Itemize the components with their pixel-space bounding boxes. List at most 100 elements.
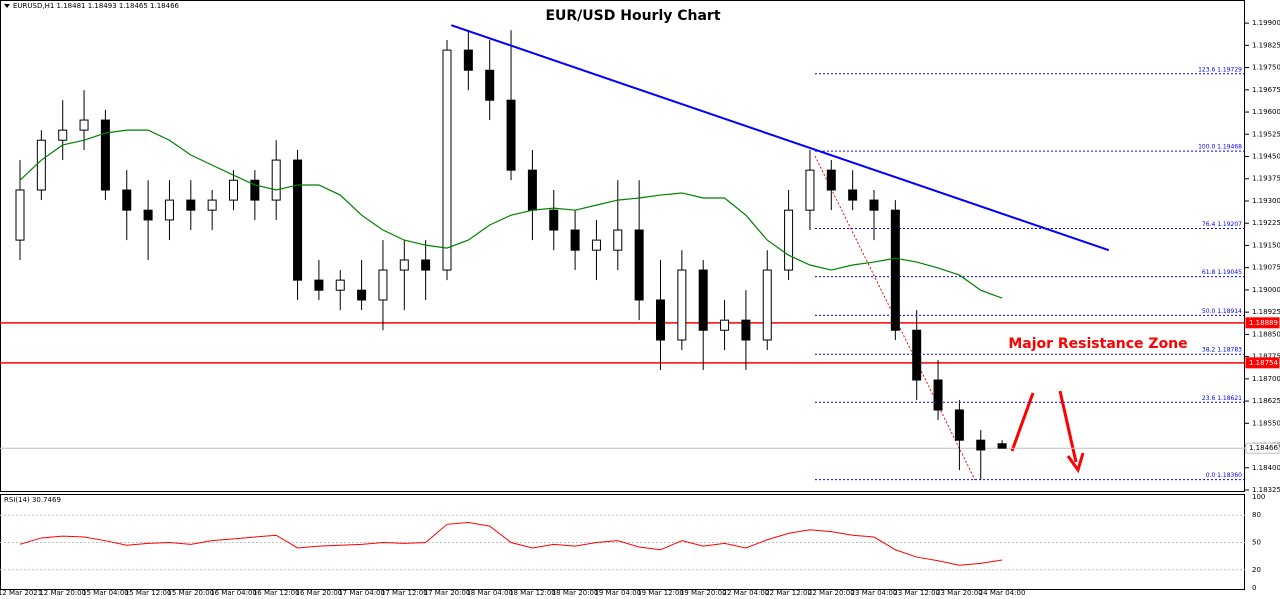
candle-body	[784, 209, 794, 271]
candle-body	[229, 179, 238, 201]
candle-body	[741, 319, 751, 341]
x-tick-label: 19 Mar 04:00	[594, 589, 641, 597]
fib-label: 61.8 1.19045	[1202, 269, 1242, 276]
x-tick-label: 12 Mar 2021	[0, 589, 42, 597]
candle-body	[15, 189, 25, 241]
candle-body	[527, 169, 537, 211]
x-tick-label: 18 Mar 20:00	[552, 589, 599, 597]
candle-body	[954, 409, 964, 441]
trendline	[450, 24, 1110, 252]
main-panel	[0, 0, 1245, 492]
candle-body	[378, 269, 388, 301]
candle-body	[442, 49, 452, 271]
y-tick-label: 1.19825	[1252, 41, 1280, 49]
x-tick-label: 22 Mar 12:00	[765, 589, 812, 597]
candle-body	[869, 199, 879, 211]
candle-body	[250, 179, 260, 201]
arrows	[1010, 390, 1085, 474]
y-tick-label: 1.19600	[1252, 108, 1280, 116]
y-tick-label: 1.19000	[1252, 286, 1280, 294]
fib-label: 38.2 1.18783	[1202, 347, 1242, 354]
y-tick-label: 1.19150	[1252, 241, 1280, 249]
x-tick-label: 19 Mar 12:00	[637, 589, 684, 597]
fib-label: 123.6 1.19729	[1198, 66, 1242, 73]
fib-label: 0.0 1.18360	[1206, 472, 1242, 479]
h-line-tag	[1245, 357, 1280, 369]
rsi-tick-label: 100	[1252, 493, 1265, 501]
candle-body	[314, 279, 324, 291]
candle-body	[506, 99, 516, 171]
y-tick-label: 1.18700	[1252, 375, 1280, 383]
rsi-title: RSI(14) 30.7469	[4, 496, 61, 504]
moving-average	[19, 129, 1003, 299]
candle-body	[698, 269, 708, 331]
x-tick-label: 17 Mar 20:00	[424, 589, 471, 597]
x-tick-label: 22 Mar 04:00	[723, 589, 770, 597]
annotation: Major Resistance Zone	[1008, 336, 1187, 352]
rsi-tick-label: 0	[1252, 584, 1256, 592]
candle-body	[720, 319, 730, 331]
rsi-tick-label: 20	[1252, 566, 1261, 574]
y-tick-label: 1.18775	[1252, 353, 1280, 361]
y-tick-label: 1.19450	[1252, 153, 1280, 161]
y-tick-label: 1.19525	[1252, 130, 1280, 138]
y-tick-label: 1.19375	[1252, 175, 1280, 183]
x-tick-label: 12 Mar 20:00	[39, 589, 86, 597]
fib-label: 100.0 1.19468	[1198, 144, 1242, 151]
x-tick-label: 15 Mar 20:00	[167, 589, 214, 597]
candle-body	[357, 289, 367, 301]
x-tick-label: 17 Mar 12:00	[381, 589, 428, 597]
y-tick-label: 1.19225	[1252, 219, 1280, 227]
candle-body	[613, 229, 623, 251]
x-tick-label: 16 Mar 04:00	[210, 589, 257, 597]
h-line-tag	[1245, 317, 1280, 329]
candle-body	[912, 329, 922, 381]
x-tick-label: 23 Mar 04:00	[851, 589, 898, 597]
candle-body	[485, 69, 495, 101]
y-tick-label: 1.19750	[1252, 64, 1280, 72]
x-tick-label: 23 Mar 20:00	[936, 589, 983, 597]
candle-body	[293, 159, 303, 281]
y-tick-label: 1.18850	[1252, 330, 1280, 338]
candle-body	[976, 439, 986, 451]
candle-body	[656, 299, 665, 341]
x-tick-label: 22 Mar 20:00	[808, 589, 855, 597]
y-tick-label: 1.19075	[1252, 264, 1280, 272]
h-line-label: 1.18889	[1249, 319, 1278, 327]
candle-body	[143, 209, 153, 221]
y-tick-label: 1.19900	[1252, 19, 1280, 27]
x-tick-label: 16 Mar 20:00	[296, 589, 343, 597]
candle-body	[164, 199, 174, 221]
candle-body	[186, 199, 196, 211]
candle-body	[79, 119, 89, 131]
candle-body	[933, 379, 943, 411]
candle-body	[122, 189, 132, 211]
x-tick-label: 24 Mar 04:00	[979, 589, 1026, 597]
candle-body	[36, 139, 46, 191]
x-tick-label: 17 Mar 04:00	[338, 589, 385, 597]
header-icon	[4, 4, 10, 8]
x-tick-label: 16 Mar 12:00	[253, 589, 300, 597]
y-tick-label: 1.18400	[1252, 464, 1280, 472]
header: EURUSD,H1 1.18481 1.18493 1.18465 1.1846…	[13, 2, 180, 10]
chart-title: EUR/USD Hourly Chart	[545, 8, 720, 24]
candle-body	[826, 169, 836, 191]
x-tick-label: 19 Mar 20:00	[680, 589, 727, 597]
y-tick-label: 1.18625	[1252, 397, 1280, 405]
rsi-tick-label: 50	[1252, 539, 1261, 547]
h-line-label: 1.18754	[1249, 359, 1278, 367]
y-tick-label: 1.18325	[1252, 486, 1280, 494]
candle-body	[463, 49, 473, 71]
x-tick-label: 18 Mar 12:00	[509, 589, 556, 597]
candle-body	[399, 259, 409, 271]
x-tick-label: 23 Mar 12:00	[893, 589, 940, 597]
candle-body	[890, 209, 900, 331]
x-tick-label: 15 Mar 12:00	[125, 589, 172, 597]
h-line-label: 1.18466	[1249, 444, 1278, 452]
x-tick-label: 18 Mar 04:00	[466, 589, 513, 597]
candle-body	[207, 199, 217, 211]
rsi-tick-label: 80	[1252, 511, 1261, 519]
rsi-line	[19, 521, 1003, 566]
fib-label: 23.6 1.18621	[1202, 395, 1242, 402]
